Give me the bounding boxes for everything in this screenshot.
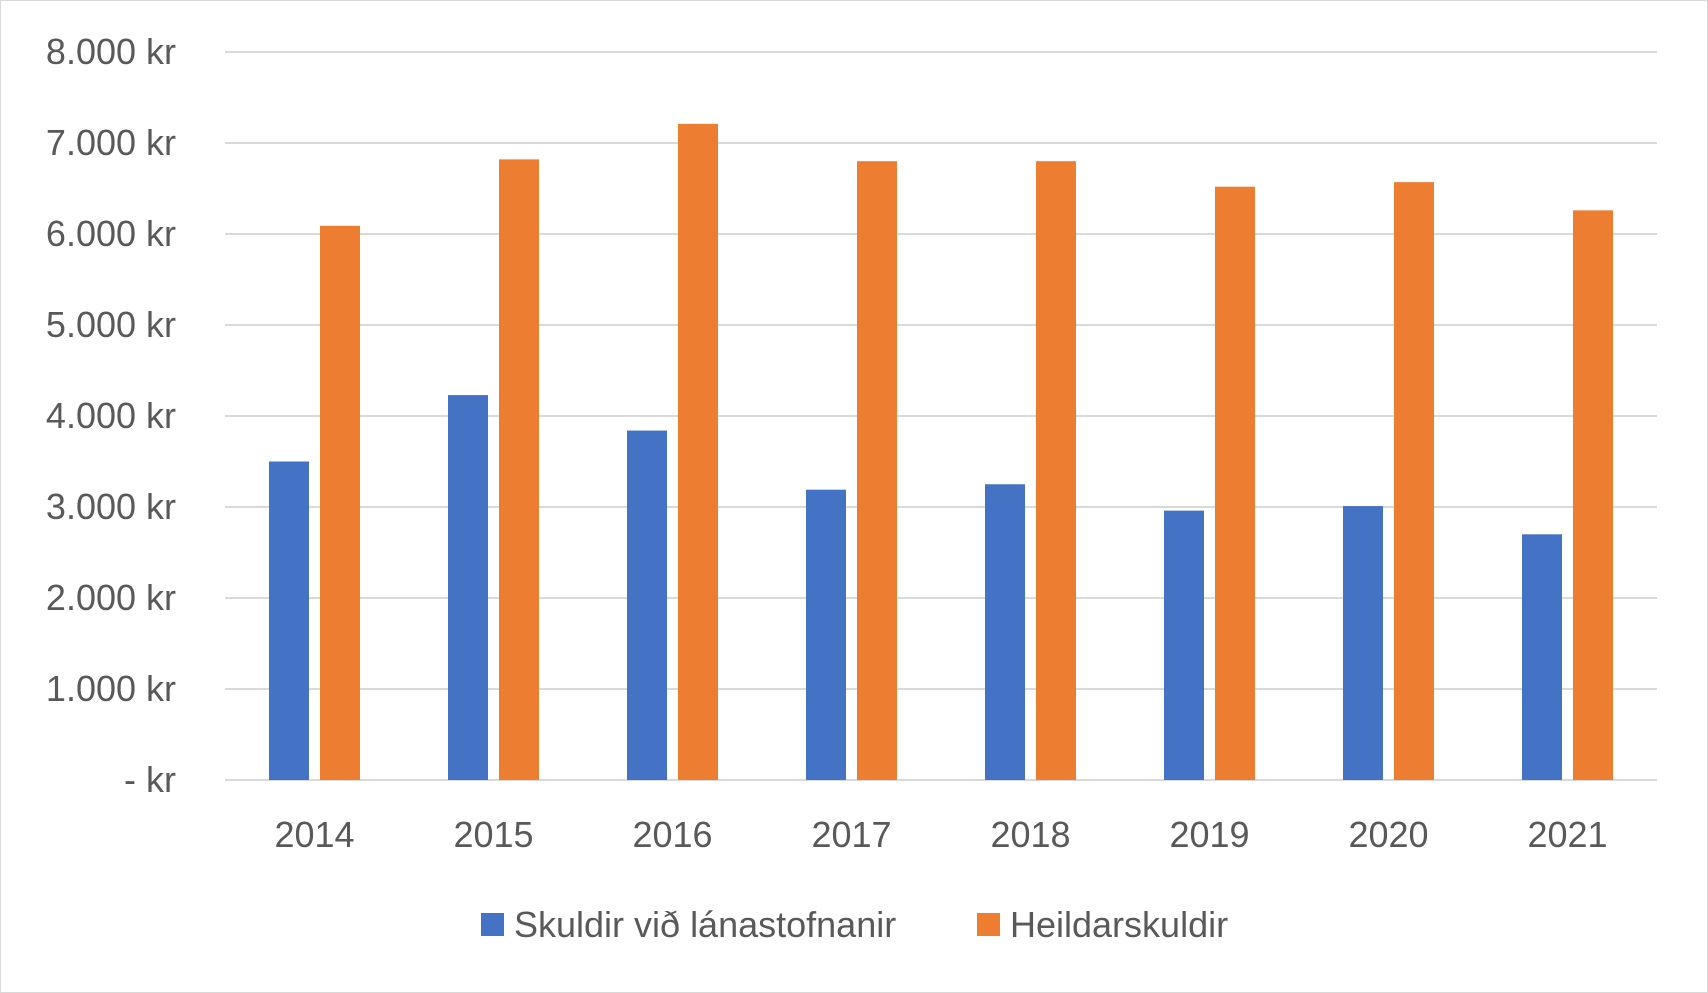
legend-swatch bbox=[977, 913, 1000, 936]
bar-skuldir-2020 bbox=[1343, 506, 1383, 780]
y-tick-label: 3.000 kr bbox=[46, 486, 176, 527]
legend-item: Skuldir við lánastofnanir bbox=[481, 904, 896, 945]
bar-heildarskuldir-2016 bbox=[678, 123, 718, 780]
x-tick-label: 2016 bbox=[632, 814, 712, 855]
bar-heildarskuldir-2020 bbox=[1394, 182, 1434, 780]
x-tick-label: 2021 bbox=[1527, 814, 1607, 855]
bar-skuldir-2016 bbox=[627, 430, 667, 780]
y-tick-label: 4.000 kr bbox=[46, 395, 176, 436]
x-tick-label: 2020 bbox=[1348, 814, 1428, 855]
y-tick-label: - kr bbox=[124, 759, 176, 800]
bar-heildarskuldir-2015 bbox=[499, 159, 539, 780]
bar-skuldir-2014 bbox=[269, 461, 309, 780]
bar-skuldir-2019 bbox=[1164, 510, 1204, 780]
gridlines bbox=[225, 51, 1657, 781]
legend-label: Skuldir við lánastofnanir bbox=[514, 904, 896, 945]
y-tick-label: 6.000 kr bbox=[46, 213, 176, 254]
y-tick-label: 1.000 kr bbox=[46, 668, 176, 709]
x-axis-tick-labels: 2014 2015 2016 2017 2018 2019 2020 2021 bbox=[274, 814, 1607, 855]
x-tick-label: 2014 bbox=[274, 814, 354, 855]
bar-heildarskuldir-2018 bbox=[1036, 161, 1076, 780]
bar-heildarskuldir-2014 bbox=[320, 225, 360, 780]
bars bbox=[269, 123, 1613, 781]
bar-skuldir-2017 bbox=[806, 489, 846, 780]
x-tick-label: 2019 bbox=[1169, 814, 1249, 855]
y-tick-label: 7.000 kr bbox=[46, 122, 176, 163]
y-tick-label: 8.000 kr bbox=[46, 31, 176, 72]
x-tick-label: 2015 bbox=[453, 814, 533, 855]
legend-label: Heildarskuldir bbox=[1010, 904, 1228, 945]
y-tick-label: 2.000 kr bbox=[46, 577, 176, 618]
bar-heildarskuldir-2021 bbox=[1573, 210, 1613, 781]
legend-swatch bbox=[481, 913, 504, 936]
bar-skuldir-2018 bbox=[985, 484, 1025, 780]
legend: Skuldir við lánastofnanir Heildarskuldir bbox=[481, 904, 1228, 945]
bar-skuldir-2021 bbox=[1522, 534, 1562, 780]
bar-heildarskuldir-2017 bbox=[857, 161, 897, 780]
x-tick-label: 2017 bbox=[811, 814, 891, 855]
x-tick-label: 2018 bbox=[990, 814, 1070, 855]
legend-item: Heildarskuldir bbox=[977, 904, 1228, 945]
y-axis-tick-labels: - kr 1.000 kr 2.000 kr 3.000 kr 4.000 kr 5.00… bbox=[46, 31, 176, 800]
bar-heildarskuldir-2019 bbox=[1215, 186, 1255, 780]
bar-skuldir-2015 bbox=[448, 395, 488, 780]
y-tick-label: 5.000 kr bbox=[46, 304, 176, 345]
